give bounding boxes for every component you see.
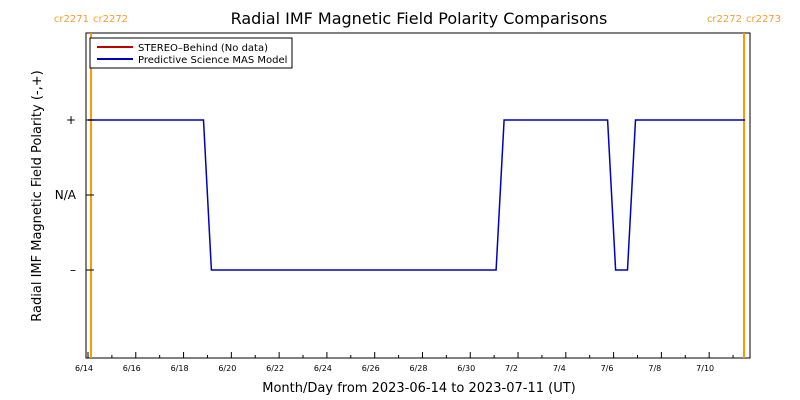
x-tick-label: 7/6	[601, 364, 614, 373]
carrington-label-left: cr2271	[54, 14, 89, 25]
carrington-label-left: cr2272	[707, 14, 742, 25]
y-tick-label: –	[70, 263, 76, 277]
x-tick-label: 6/14	[75, 364, 93, 373]
carrington-label-right: cr2273	[746, 14, 781, 25]
x-tick-label: 6/24	[314, 364, 332, 373]
y-axis-ticks: + N/A –	[55, 113, 94, 277]
legend-entry: STEREO–Behind (No data)	[138, 43, 268, 54]
y-tick-label: +	[66, 113, 76, 127]
plot-area-frame	[85, 32, 751, 359]
series-line	[88, 119, 745, 271]
legend-box	[89, 37, 293, 69]
x-axis-label: Month/Day from 2023-06-14 to 2023-07-11 …	[262, 381, 575, 396]
x-axis-ticks: 6/14 6/16 6/18 6/20 6/22 6/24 6/26 6/28 6/30 7/2 7…	[75, 352, 734, 373]
x-tick-label: 6/16	[123, 364, 141, 373]
x-tick-label: 6/22	[266, 364, 284, 373]
y-axis-label: Radial IMF Magnetic Field Polarity (-,+)	[30, 70, 45, 321]
series-group	[88, 119, 745, 271]
x-tick-label: 7/4	[553, 364, 566, 373]
x-tick-label: 6/30	[457, 364, 475, 373]
x-tick-label: 7/2	[505, 364, 518, 373]
x-tick-label: 7/8	[648, 364, 661, 373]
x-tick-label: 6/28	[409, 364, 427, 373]
legend: STEREO–Behind (No data)Predictive Scienc…	[89, 37, 293, 69]
legend-entry: Predictive Science MAS Model	[138, 55, 287, 66]
y-tick-label: N/A	[55, 188, 77, 202]
chart-title: Radial IMF Magnetic Field Polarity Compa…	[231, 9, 608, 28]
x-tick-label: 6/18	[171, 364, 189, 373]
x-tick-label: 7/10	[696, 364, 714, 373]
x-tick-label: 6/20	[218, 364, 236, 373]
carrington-label-right: cr2272	[93, 14, 128, 25]
x-tick-label: 6/26	[362, 364, 380, 373]
